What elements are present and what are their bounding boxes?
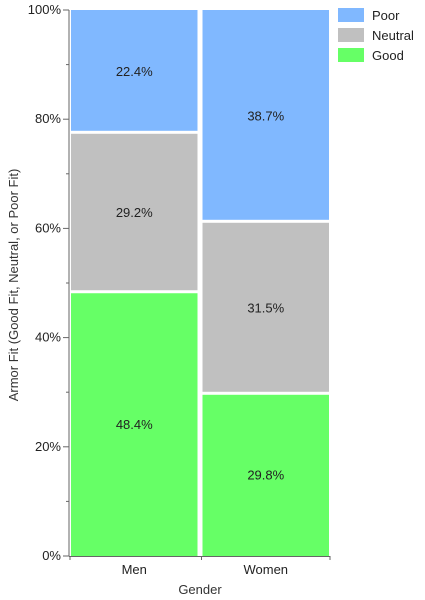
bars: 48.4% 29.2% 22.4% 29.8% 31.5% 38.7% <box>71 10 329 556</box>
y-axis-title: Armor Fit (Good Fit, Neutral, or Poor Fi… <box>6 169 21 402</box>
y-tick-label: 60% <box>35 220 61 235</box>
y-tick-label: 100% <box>28 2 62 17</box>
legend-label-neutral: Neutral <box>372 28 414 43</box>
data-label: 29.2% <box>116 205 153 220</box>
y-tick-label: 0% <box>42 548 61 563</box>
legend-swatch-poor <box>338 8 364 22</box>
data-label: 22.4% <box>116 64 153 79</box>
x-axis: Men Women <box>69 556 331 577</box>
x-axis-title: Gender <box>178 582 222 597</box>
bar-segment-good-women <box>202 394 329 556</box>
legend: Poor Neutral Good <box>338 8 414 63</box>
bar-segment-poor-men <box>71 10 198 131</box>
data-label: 31.5% <box>247 300 284 315</box>
legend-label-poor: Poor <box>372 8 400 23</box>
y-tick-label: 20% <box>35 439 61 454</box>
data-label: 38.7% <box>247 109 284 124</box>
data-label: 48.4% <box>116 417 153 432</box>
bar-segment-poor-women <box>202 10 329 220</box>
x-tick-label: Men <box>122 562 147 577</box>
x-tick-label: Women <box>243 562 288 577</box>
legend-swatch-good <box>338 48 364 62</box>
legend-swatch-neutral <box>338 28 364 42</box>
y-axis: 0% 20% 40% 60% 80% 100% <box>28 2 70 563</box>
legend-label-good: Good <box>372 48 404 63</box>
bar-segment-good-men <box>71 293 198 556</box>
y-tick-label: 80% <box>35 111 61 126</box>
data-label: 29.8% <box>247 468 284 483</box>
bar-segment-neutral-men <box>71 133 198 291</box>
y-tick-label: 40% <box>35 330 61 345</box>
bar-segment-neutral-women <box>202 222 329 392</box>
